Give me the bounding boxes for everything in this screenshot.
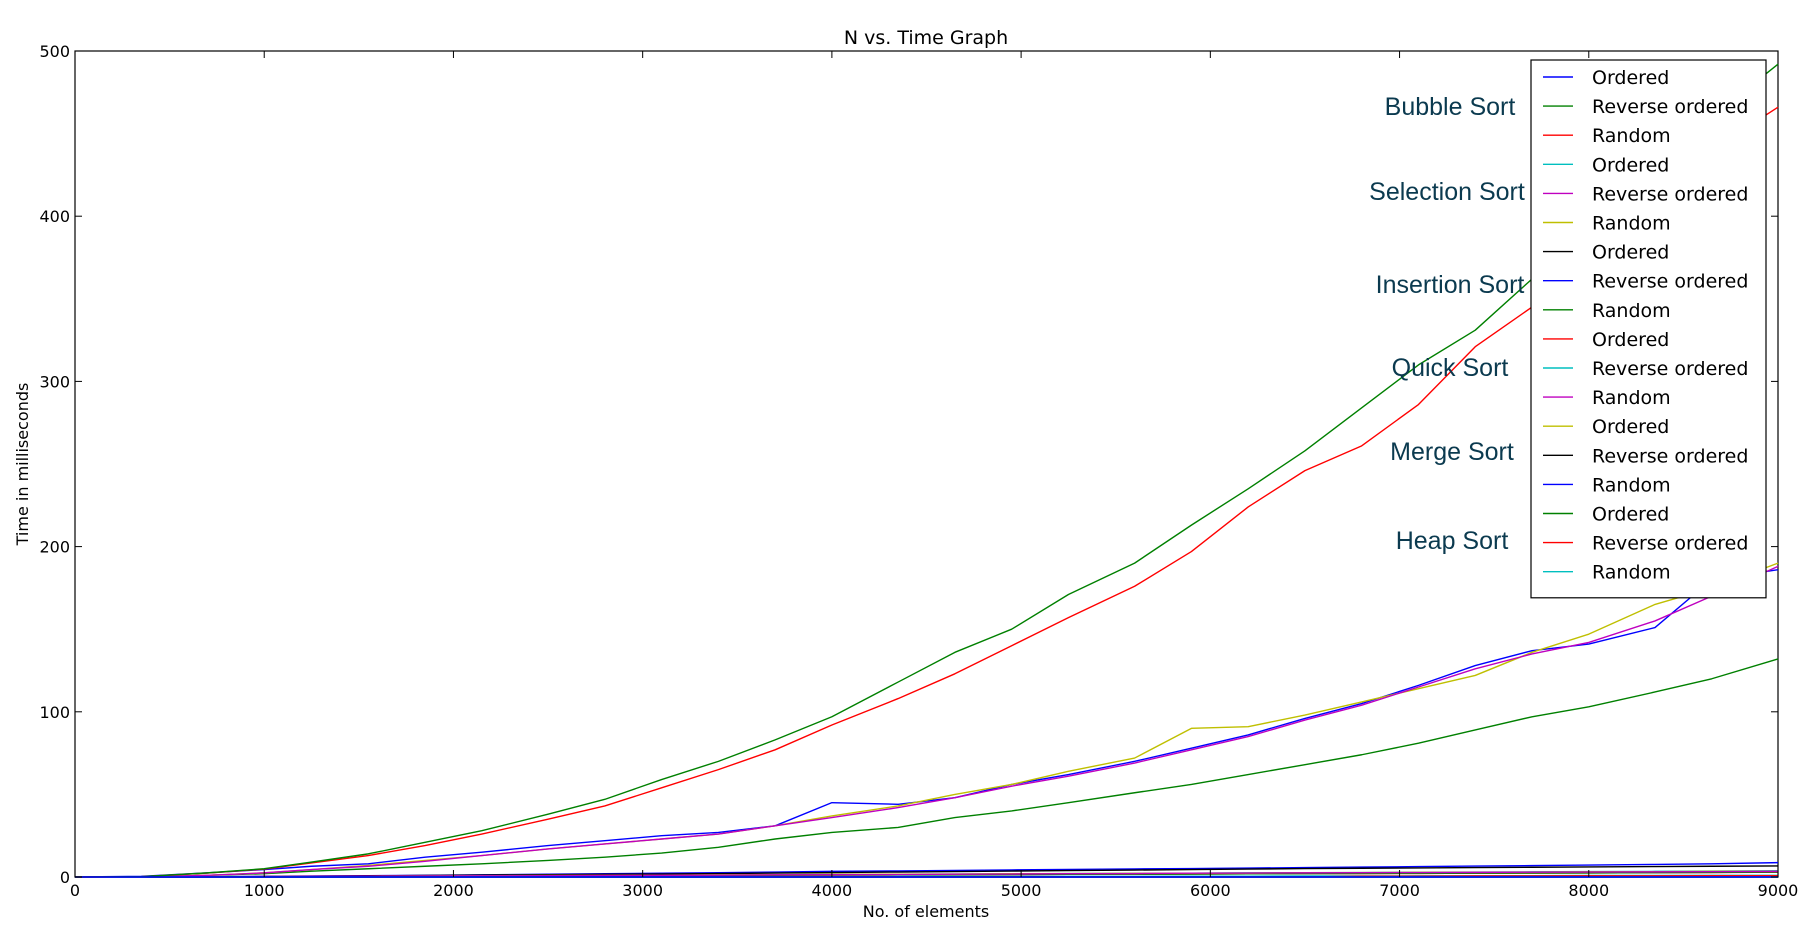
x-tick-label: 5000: [1001, 881, 1042, 900]
legend-label: Reverse ordered: [1592, 183, 1748, 205]
legend-label: Ordered: [1592, 67, 1669, 89]
y-tick-label: 0: [60, 868, 70, 887]
annotation-label: Quick Sort: [1392, 354, 1509, 382]
legend-box: [1530, 59, 1767, 599]
series-line-12: [75, 870, 1779, 878]
x-tick-label: 0: [70, 881, 80, 900]
x-tick-label: 3000: [622, 881, 663, 900]
annotation-label: Heap Sort: [1396, 527, 1509, 555]
x-tick-label: 4000: [812, 881, 853, 900]
legend: Ordered Reverse ordered Random Ordered Rever…: [1530, 59, 1767, 599]
x-tick-label: 1000: [244, 881, 285, 900]
legend-label: Random: [1592, 213, 1671, 235]
legend-label: Random: [1592, 300, 1671, 322]
series-line-3: [74, 106, 1779, 878]
legend-label: Ordered: [1592, 154, 1669, 176]
sort-annotations: Bubble Sort Selection Sort Insertion Sort Q…: [1369, 93, 1525, 555]
y-tick-label: 400: [39, 207, 70, 226]
plot-frame: [74, 50, 1779, 878]
legend-label: Reverse ordered: [1592, 271, 1748, 293]
y-tick-label: 100: [39, 703, 70, 722]
legend-label: Ordered: [1592, 504, 1669, 526]
legend-label: Random: [1592, 125, 1671, 147]
legend-label: Ordered: [1592, 329, 1669, 351]
x-axis-title: No. of elements: [863, 902, 989, 921]
series-line-2: [74, 63, 1779, 878]
x-tick-label: 6000: [1190, 881, 1231, 900]
x-tick-label: 7000: [1379, 881, 1420, 900]
legend-label: Reverse ordered: [1592, 358, 1748, 380]
legend-label: Reverse ordered: [1592, 533, 1748, 555]
legend-label: Ordered: [1592, 416, 1669, 438]
legend-label: Random: [1592, 562, 1671, 584]
legend-label: Reverse ordered: [1592, 96, 1748, 118]
legend-label: Ordered: [1592, 242, 1669, 264]
series-line-5: [75, 565, 1779, 878]
x-tick-label: 9000: [1758, 881, 1799, 900]
annotation-label: Bubble Sort: [1385, 93, 1516, 121]
x-tick-label: 2000: [433, 881, 474, 900]
y-tick-label: 500: [39, 42, 70, 61]
annotation-label: Insertion Sort: [1376, 271, 1525, 299]
y-axis-title: Time in milliseconds: [13, 383, 32, 547]
series-line-8: [74, 569, 1779, 878]
annotation-label: Merge Sort: [1390, 438, 1514, 466]
legend-label: Random: [1592, 474, 1671, 496]
y-tick-label: 300: [39, 372, 70, 391]
x-tick-label: 8000: [1568, 881, 1609, 900]
series-line-6: [75, 562, 1779, 878]
chart-title: N vs. Time Graph: [844, 27, 1008, 49]
axis-ticks: 0 1000 2000 3000 4000 5000 6000 7000 8000 9000 0 10…: [39, 42, 1798, 900]
legend-label: Reverse ordered: [1592, 445, 1748, 467]
series-lines: [74, 63, 1779, 878]
legend-label: Random: [1592, 387, 1671, 409]
series-line-9: [75, 658, 1779, 878]
annotation-label: Selection Sort: [1369, 178, 1525, 206]
y-tick-label: 200: [39, 538, 70, 557]
